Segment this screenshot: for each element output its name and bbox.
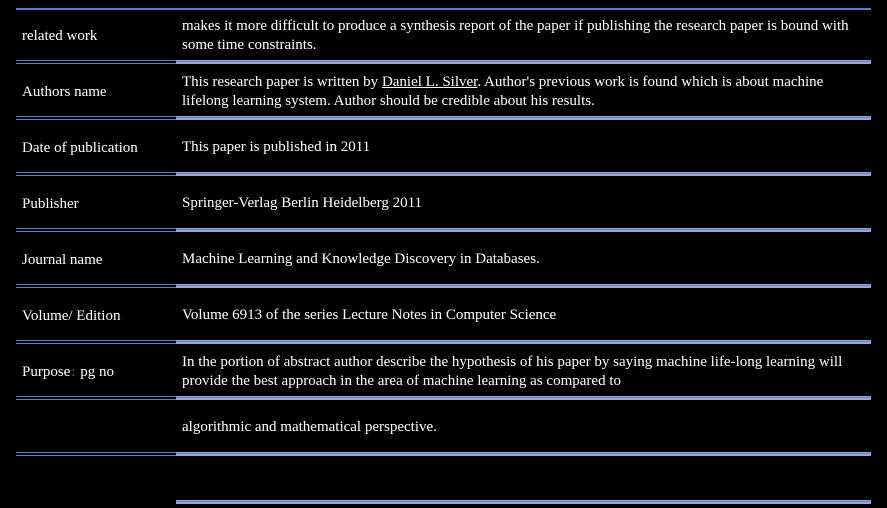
row-date: Date of publication This paper is publis… bbox=[16, 120, 871, 176]
value-purpose-cont: algorithmic and mathematical perspective… bbox=[182, 406, 867, 450]
label-purpose-prefix: Purpose bbox=[22, 364, 70, 380]
row-journal: Journal name Machine Learning and Knowle… bbox=[16, 232, 871, 288]
label-empty bbox=[16, 406, 176, 450]
label-cutoff bbox=[16, 462, 176, 490]
row-cutoff-bottom-right bbox=[176, 500, 871, 504]
value-journal: Machine Learning and Knowledge Discovery… bbox=[182, 238, 867, 282]
definition-table: related work makes it more difficult to … bbox=[0, 0, 887, 508]
label-publisher: Publisher bbox=[16, 182, 176, 226]
row-related-work: related work makes it more difficult to … bbox=[16, 8, 871, 64]
label-purpose: Purpose: pg no bbox=[16, 350, 176, 394]
row-purpose-cont: algorithmic and mathematical perspective… bbox=[16, 400, 871, 456]
label-volume: Volume/ Edition bbox=[16, 294, 176, 338]
label-purpose-suffix: pg no bbox=[77, 364, 115, 380]
label-authors-name: Authors name bbox=[16, 70, 176, 114]
value-authors-name: This research paper is written by Daniel… bbox=[182, 70, 867, 114]
label-related-work: related work bbox=[16, 14, 176, 58]
row-top-border bbox=[16, 8, 871, 10]
value-date: This paper is published in 2011 bbox=[182, 126, 867, 170]
value-publisher: Springer-Verlag Berlin Heidelberg 2011 bbox=[182, 182, 867, 226]
row-volume: Volume/ Edition Volume 6913 of the serie… bbox=[16, 288, 871, 344]
row-purpose: Purpose: pg no In the portion of abstrac… bbox=[16, 344, 871, 400]
value-cutoff bbox=[182, 462, 867, 490]
value-volume: Volume 6913 of the series Lecture Notes … bbox=[182, 294, 867, 338]
value-purpose: In the portion of abstract author descri… bbox=[182, 350, 867, 394]
author-name-underlined: Daniel L. Silver bbox=[382, 74, 477, 90]
label-journal: Journal name bbox=[16, 238, 176, 282]
row-cutoff bbox=[16, 456, 871, 496]
row-authors-name: Authors name This research paper is writ… bbox=[16, 64, 871, 120]
row-publisher: Publisher Springer-Verlag Berlin Heidelb… bbox=[16, 176, 871, 232]
value-related-work: makes it more difficult to produce a syn… bbox=[182, 14, 867, 58]
label-date: Date of publication bbox=[16, 126, 176, 170]
authors-prefix: This research paper is written by bbox=[182, 74, 382, 90]
